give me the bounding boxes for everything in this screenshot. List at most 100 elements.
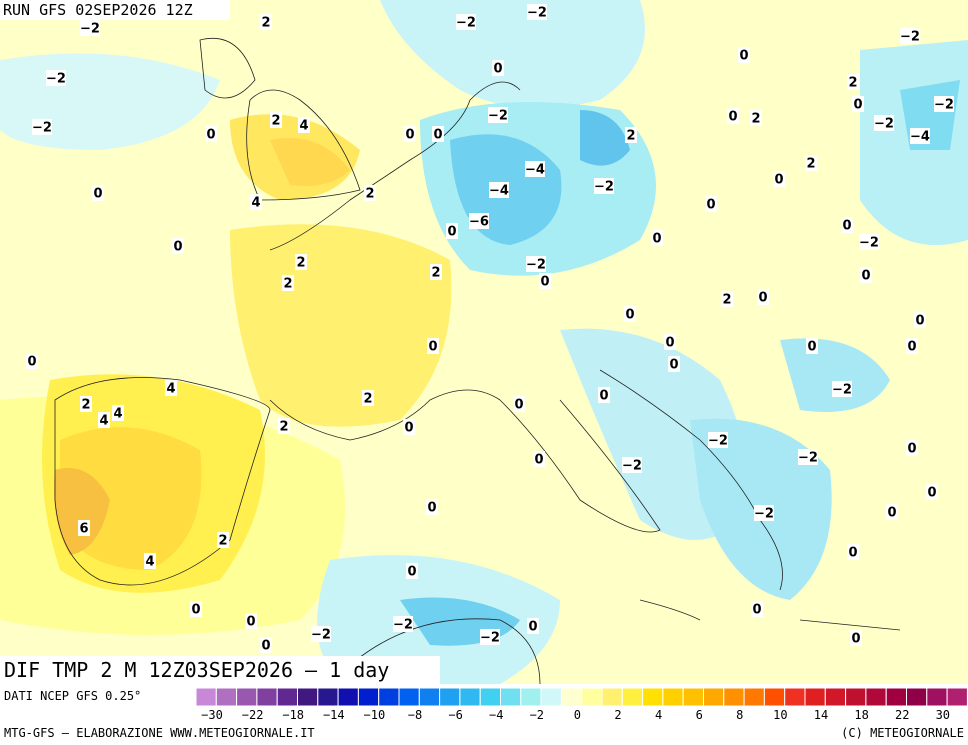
label-bg — [492, 60, 504, 76]
contour-label: 0 — [405, 128, 414, 143]
colorbar-swatch — [236, 687, 258, 707]
contour-label: 0 — [728, 110, 737, 125]
contour-label: 0 — [887, 506, 896, 521]
label-bg — [906, 440, 918, 456]
label-bg — [708, 432, 728, 448]
contour-label: 0 — [93, 187, 102, 202]
credit: MTG-GFS — ELABORAZIONE WWW.METEOGIORNALE… — [4, 726, 315, 740]
contour-label: −2 — [46, 72, 66, 87]
colorbar-label: −8 — [408, 708, 422, 722]
label-bg — [668, 356, 680, 372]
contour-label: −2 — [527, 6, 547, 21]
colorbar-swatch — [743, 687, 765, 707]
label-bg — [727, 108, 739, 124]
label-bg — [624, 306, 636, 322]
label-bg — [427, 338, 439, 354]
contour-label: 0 — [625, 308, 634, 323]
colorbar-label: 14 — [814, 708, 828, 722]
label-bg — [594, 178, 614, 194]
contour-label: 0 — [807, 340, 816, 355]
label-bg — [806, 338, 818, 354]
label-bg — [80, 396, 92, 412]
contour-label: −2 — [874, 117, 894, 132]
label-bg — [513, 396, 525, 412]
label-bg — [32, 119, 52, 135]
colorbar-swatch — [885, 687, 908, 707]
contour-label: 0 — [433, 128, 442, 143]
colorbar-swatch — [357, 687, 380, 707]
contour-label: 2 — [626, 129, 635, 144]
colorbar-swatch — [865, 687, 887, 707]
colorbar-swatch — [682, 687, 705, 707]
label-bg — [886, 504, 898, 520]
label-bg — [245, 613, 257, 629]
label-bg — [278, 418, 290, 434]
label-bg — [526, 256, 546, 272]
label-bg — [46, 70, 66, 86]
label-bg — [98, 412, 110, 428]
contour-label: −4 — [525, 163, 545, 178]
colorbar-label: −2 — [530, 708, 544, 722]
contour-label: 0 — [27, 355, 36, 370]
contour-label: 6 — [79, 522, 88, 537]
contour-label: 0 — [669, 358, 678, 373]
colorbar-label: 10 — [773, 708, 787, 722]
contour-label: −2 — [480, 631, 500, 646]
contour-label: 0 — [739, 49, 748, 64]
label-bg — [906, 338, 918, 354]
contour-label: −2 — [900, 30, 920, 45]
contour-label: −2 — [32, 121, 52, 136]
contour-label: −4 — [910, 130, 930, 145]
contour-label: 2 — [848, 76, 857, 91]
label-bg — [298, 117, 310, 133]
colorbar-swatch — [642, 687, 664, 707]
colorbar-swatch — [723, 687, 745, 707]
contour-label: 2 — [806, 157, 815, 172]
colorbar-swatch — [845, 687, 867, 707]
contour-label: 0 — [907, 340, 916, 355]
colorbar-label: −14 — [323, 708, 345, 722]
label-bg — [914, 312, 926, 328]
label-bg — [525, 161, 545, 177]
label-bg — [456, 14, 476, 30]
label-bg — [874, 115, 894, 131]
label-bg — [205, 126, 217, 142]
contour-label: −2 — [526, 258, 546, 273]
colorbar-label: −22 — [242, 708, 264, 722]
contour-label: 0 — [514, 398, 523, 413]
colorbar-swatch — [195, 687, 217, 707]
colorbar-label: 22 — [895, 708, 909, 722]
contour-label: −2 — [488, 109, 508, 124]
contour-label: 0 — [706, 198, 715, 213]
colorbar-label: 18 — [854, 708, 868, 722]
label-bg — [295, 254, 307, 270]
label-bg — [364, 185, 376, 201]
label-bg — [78, 520, 90, 536]
label-bg — [598, 387, 610, 403]
label-bg — [489, 182, 509, 198]
label-bg — [446, 223, 458, 239]
contour-label: 0 — [447, 225, 456, 240]
label-bg — [80, 20, 100, 36]
colorbar-label: −10 — [364, 708, 386, 722]
colorbar-swatch — [378, 687, 400, 707]
label-bg — [406, 563, 418, 579]
contour-label: −2 — [393, 618, 413, 633]
label-bg — [527, 618, 539, 634]
label-bg — [847, 544, 859, 560]
label-bg — [847, 74, 859, 90]
label-bg — [165, 380, 177, 396]
label-bg — [651, 230, 663, 246]
contour-label: 0 — [493, 62, 502, 77]
label-bg — [250, 194, 262, 210]
contour-label: 0 — [534, 453, 543, 468]
contour-label: 2 — [261, 16, 270, 31]
map-title: DIF TMP 2 M 12Z03SEP2026 — 1 day — [4, 658, 389, 682]
colorbar-swatch — [215, 687, 238, 707]
contour-label: −2 — [859, 236, 879, 251]
colorbar-swatch — [276, 687, 299, 707]
run-box — [0, 0, 230, 20]
contour-label: −4 — [489, 184, 509, 199]
colorbar-swatch — [621, 687, 644, 707]
colorbar-swatch — [804, 687, 826, 707]
